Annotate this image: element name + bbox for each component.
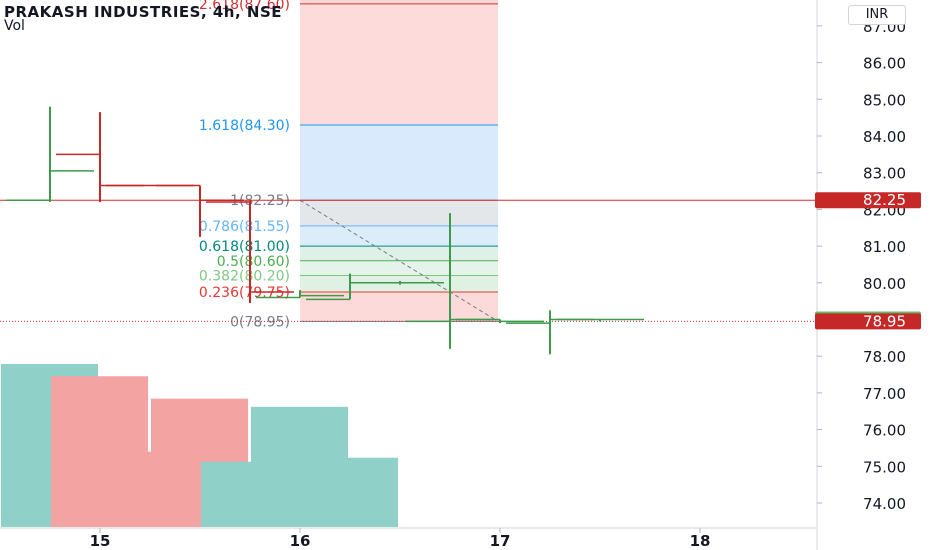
price-tick-label: 75.00: [863, 458, 906, 476]
fib-zone: [300, 200, 498, 226]
chart-title: PRAKASH INDUSTRIES, 4h, NSE: [4, 3, 283, 21]
fib-zone: [300, 260, 498, 276]
fib-level-label: 0.236(79.75): [199, 285, 290, 301]
fib-zone: [300, 291, 498, 322]
ohlc-bar: [356, 280, 444, 285]
ohlc-bar: [506, 310, 594, 355]
time-tick-label: 18: [690, 532, 711, 550]
ohlc-bar: [56, 112, 144, 203]
price-tick-label: 86.00: [863, 55, 906, 73]
fib-trend-line: [299, 199, 499, 322]
price-tick-label: 81.00: [863, 238, 906, 256]
fib-zone: [300, 225, 498, 247]
fib-level-label: 2.618(87.60): [199, 0, 290, 13]
fib-zone: [300, 246, 498, 261]
time-tick-label: 17: [490, 532, 511, 550]
price-tick-label: 77.00: [863, 385, 906, 403]
fib-level-label: 1.618(84.30): [199, 118, 290, 134]
price-tick-label: 74.00: [863, 495, 906, 513]
volume-bar: [301, 457, 398, 527]
fib-level-label: 0.382(80.20): [199, 268, 290, 284]
price-tick-label: 78.00: [863, 348, 906, 366]
fib-level-label: 0(78.95): [230, 314, 290, 330]
time-tick-label: 16: [290, 532, 311, 550]
fib-zone: [300, 3, 498, 125]
volume-indicator-label[interactable]: Vol: [4, 18, 25, 34]
price-tick-label: 85.00: [863, 91, 906, 109]
ohlc-bar: [256, 290, 344, 299]
price-tag: [815, 192, 921, 209]
price-tag-label: 82.25: [863, 191, 906, 209]
fib-zone: [300, 0, 498, 4]
fib-level-label: 0.5(80.60): [217, 254, 290, 270]
ohlc-bar: [556, 318, 644, 322]
price-tag-label: 78.95: [863, 312, 906, 330]
price-tick-label: 84.00: [863, 128, 906, 146]
price-tick-label: 76.00: [863, 422, 906, 440]
fib-level-label: 1(82.25): [230, 193, 290, 209]
fib-level-label: 0.618(81.00): [199, 239, 290, 255]
ohlc-bar: [156, 184, 244, 237]
fib-level-label: 0.786(81.55): [199, 219, 290, 235]
price-tick-label: 80.00: [863, 275, 906, 293]
time-tick-label: 15: [90, 532, 111, 550]
currency-button[interactable]: INR: [848, 5, 906, 25]
price-tag: [815, 313, 921, 330]
fib-zone: [300, 124, 498, 201]
ohlc-bar: [456, 318, 544, 324]
ohlc-bar: [206, 200, 294, 303]
price-tick-label: 83.00: [863, 165, 906, 183]
ohlc-bar: [6, 106, 94, 203]
